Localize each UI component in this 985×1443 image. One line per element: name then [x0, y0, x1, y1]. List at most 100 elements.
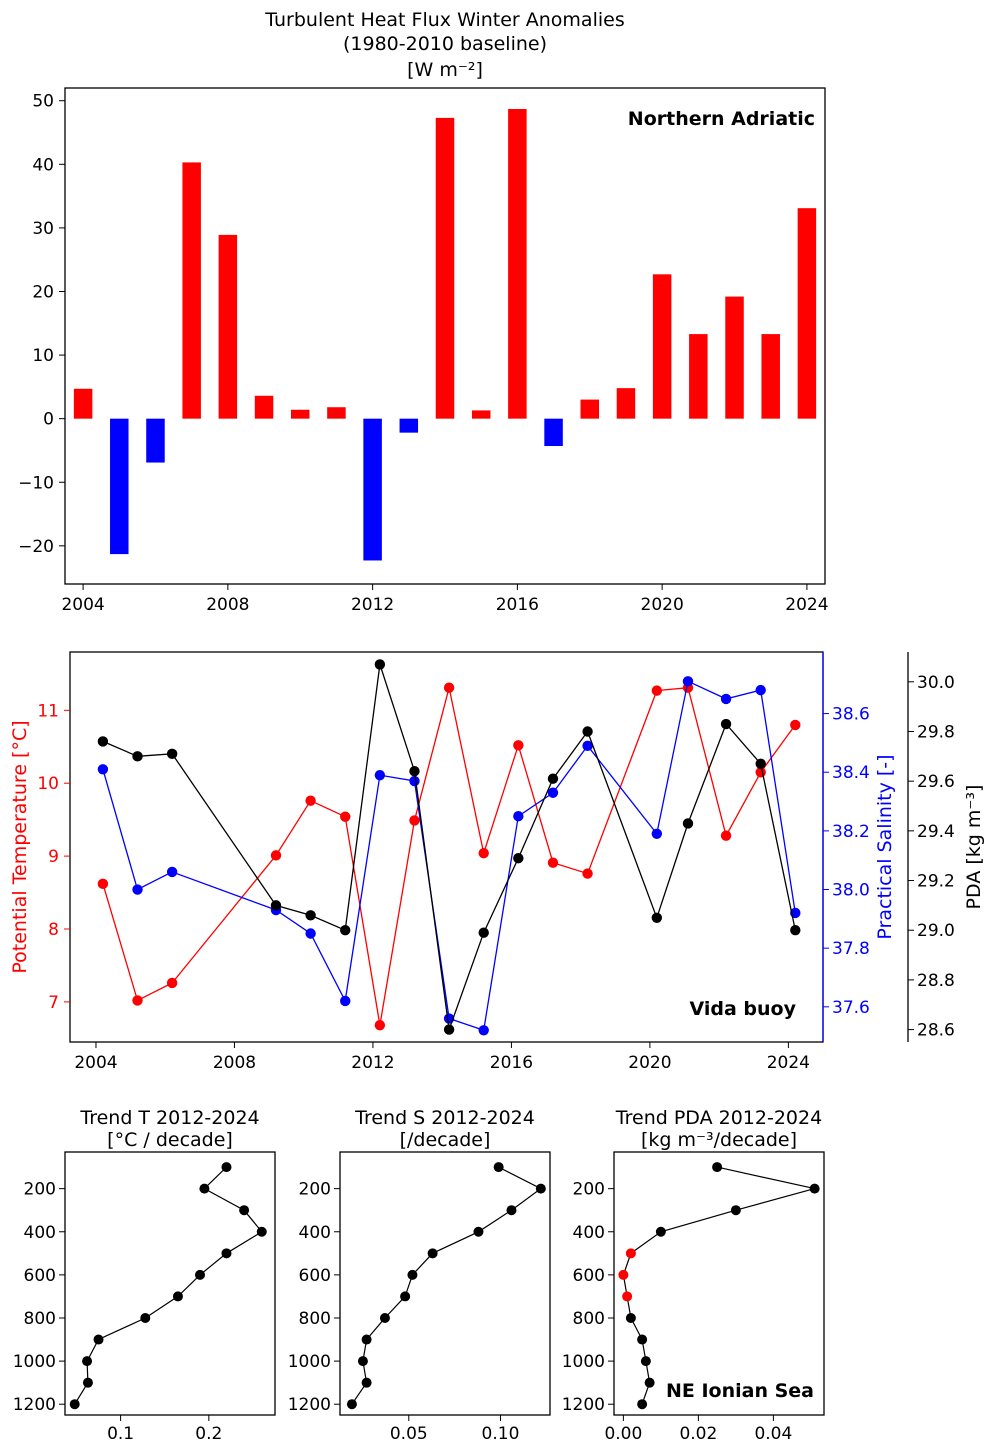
data-point — [82, 1356, 93, 1367]
trend-profiles: Trend T 2012-2024[°C / decade] 0.1 0.2 200 4… — [13, 1107, 825, 1443]
data-point — [712, 1162, 723, 1173]
x-tick-label: 2004 — [74, 1053, 117, 1073]
data-point — [547, 857, 559, 868]
data-point — [97, 878, 109, 890]
y-tick-label: 29.0 — [917, 921, 955, 941]
data-point — [493, 1162, 504, 1173]
data-point — [140, 1312, 151, 1323]
y-tick-label: 29.6 — [917, 772, 955, 792]
data-point — [625, 1312, 636, 1323]
bar-chart-title-line-1: Turbulent Heat Flux Winter Anomalies — [264, 9, 624, 31]
series-salinity — [97, 676, 801, 1036]
profile-panel-2: Trend S 2012-2024[/decade] 0.05 0.10 200 400… — [288, 1107, 551, 1443]
bar — [616, 388, 636, 419]
data-point — [407, 1269, 418, 1280]
data-point — [473, 1226, 484, 1237]
data-point — [682, 818, 694, 829]
data-point — [755, 684, 766, 696]
y-tick-label: 10 — [32, 346, 54, 366]
data-point — [655, 1226, 666, 1237]
data-point — [221, 1248, 232, 1259]
y-tick-label: 800 — [24, 1309, 56, 1329]
time-series-lines — [97, 659, 801, 1036]
bar — [399, 418, 419, 433]
y-tick-label: 30 — [32, 219, 54, 239]
bar — [254, 395, 274, 419]
y-tick-label: 29.2 — [917, 872, 955, 892]
y-tick-label: 28.6 — [917, 1021, 955, 1041]
profile-line — [74, 1166, 263, 1405]
x-tick-label: 2020 — [641, 595, 684, 615]
y-tick-label: 1200 — [13, 1395, 56, 1415]
profile-annotation: NE Ionian Sea — [666, 1380, 814, 1402]
x-tick-label: 2012 — [351, 1053, 394, 1073]
data-point — [409, 766, 420, 777]
data-point — [790, 925, 801, 936]
data-point — [199, 1183, 210, 1194]
salinity-axis: 37.6 37.8 38.0 38.2 38.4 38.6 — [823, 705, 870, 1018]
data-point — [361, 1334, 372, 1345]
profile-title-line-2: [°C / decade] — [107, 1129, 233, 1151]
data-point — [513, 852, 524, 864]
data-point — [166, 866, 178, 878]
temperature-axis-label: Potential Temperature [°C] — [9, 720, 31, 973]
data-point — [270, 850, 282, 861]
y-tick-label: 29.8 — [917, 722, 955, 742]
data-point — [409, 775, 420, 787]
heat-flux-bar-chart: Turbulent Heat Flux Winter Anomalies (19… — [18, 9, 828, 615]
data-point — [172, 1291, 183, 1302]
time-series-x-axis: 2004 2008 2012 2016 2020 2024 — [74, 1042, 810, 1073]
y-tick-label: 400 — [299, 1223, 331, 1243]
bar — [580, 399, 600, 419]
y-tick-label: 400 — [24, 1223, 56, 1243]
data-point — [132, 884, 143, 895]
data-point — [651, 828, 663, 840]
bar — [218, 234, 238, 419]
bar — [290, 409, 310, 419]
data-point — [305, 910, 316, 921]
profile-frame — [339, 1151, 551, 1416]
y-tick-label: 1000 — [562, 1352, 605, 1372]
bar — [508, 108, 527, 419]
bar — [652, 274, 672, 419]
x-tick-label: 0.00 — [604, 1424, 642, 1443]
bar — [327, 407, 346, 419]
y-tick-label: 10 — [37, 774, 59, 794]
y-tick-label: −20 — [18, 537, 54, 557]
pda-axis: 28.6 28.8 29.0 29.2 29.4 29.6 29.8 30.0 — [908, 673, 955, 1041]
data-point — [640, 1356, 651, 1367]
data-point — [361, 1377, 372, 1388]
data-point — [720, 830, 732, 841]
data-point — [478, 847, 489, 859]
y-tick-label: 8 — [48, 920, 59, 940]
profile-line — [351, 1166, 542, 1405]
profile-line — [622, 1166, 815, 1405]
bar — [761, 334, 780, 419]
data-point — [221, 1162, 232, 1173]
y-tick-label: 0 — [43, 410, 54, 430]
x-tick-label: 0.04 — [754, 1424, 792, 1443]
x-tick-label: 0.10 — [482, 1424, 520, 1443]
data-point — [305, 928, 316, 939]
series-line — [102, 687, 796, 1026]
data-point — [618, 1269, 629, 1280]
data-point — [132, 995, 143, 1006]
data-point — [195, 1269, 205, 1280]
data-point — [346, 1399, 357, 1410]
x-tick-label: 0.02 — [679, 1424, 717, 1443]
x-tick-label: 2016 — [496, 595, 539, 615]
data-point — [535, 1183, 546, 1194]
data-point — [69, 1399, 80, 1410]
profile-frame — [613, 1151, 825, 1416]
data-point — [93, 1334, 104, 1345]
y-tick-label: 37.8 — [832, 939, 870, 959]
series-temperature — [97, 682, 801, 1031]
bar — [73, 388, 93, 419]
series-pda — [97, 659, 801, 1035]
bar-chart-annotation: Northern Adriatic — [628, 108, 815, 130]
profile-title-line-1: Trend S 2012-2024 — [354, 1107, 535, 1129]
y-tick-label: 600 — [24, 1266, 56, 1286]
x-tick-label: 2024 — [785, 595, 828, 615]
data-point — [357, 1356, 368, 1367]
